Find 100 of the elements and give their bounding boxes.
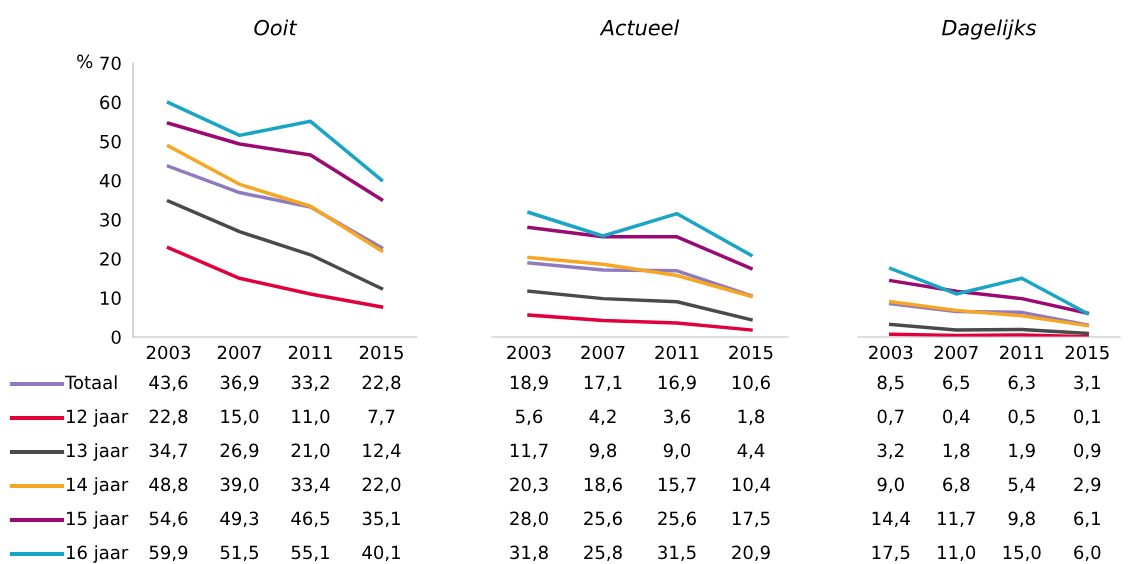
data-label: 3,6	[664, 409, 691, 426]
data-label: 31,8	[510, 545, 548, 562]
data-label: 11,7	[938, 511, 975, 528]
legend-label: 12 jaar	[66, 409, 129, 427]
x-tick-label: 2007	[581, 345, 625, 360]
data-label: 51,5	[220, 545, 259, 562]
line-series	[166, 121, 384, 202]
data-label: 15,7	[658, 477, 696, 494]
data-label: 40,1	[362, 545, 400, 562]
line-series	[166, 100, 384, 182]
data-label: 33,2	[291, 375, 329, 392]
data-label: 4,4	[737, 443, 765, 460]
y-tick-label: 30	[100, 213, 121, 227]
line-series	[166, 246, 384, 309]
data-label: 11,7	[510, 443, 548, 460]
data-label: 0,9	[1074, 443, 1101, 460]
data-label: 1,8	[943, 443, 970, 460]
legend-label: Totaal	[64, 375, 117, 390]
data-label: 15,0	[1003, 545, 1041, 562]
data-label: 7,7	[368, 409, 395, 426]
y-tick-label: 60	[100, 95, 121, 110]
chart-title: Ooit	[254, 19, 298, 36]
chart-title: Dagelijks	[941, 19, 1037, 40]
y-tick-label: 70	[100, 56, 121, 71]
legend-label: 14 jaar	[66, 477, 129, 495]
data-label: 43,6	[149, 375, 188, 392]
x-tick-label: 2007	[934, 345, 978, 360]
data-label: 9,8	[589, 443, 617, 460]
data-label: 21,0	[291, 443, 330, 460]
data-label: 16,9	[658, 375, 696, 392]
x-tick-label: 2003	[507, 345, 551, 360]
data-label: 10,6	[732, 375, 770, 392]
x-tick-label: 2003	[869, 345, 913, 360]
data-label: 9,0	[877, 477, 904, 494]
data-label: 6,3	[1008, 375, 1035, 392]
data-label: 35,1	[362, 511, 400, 528]
data-label: 25,8	[584, 545, 622, 562]
data-label: 25,6	[584, 511, 622, 528]
data-label: 11,0	[292, 409, 330, 426]
data-label: 33,4	[291, 477, 330, 494]
data-label: 15,0	[221, 409, 259, 426]
data-label: 31,5	[658, 545, 696, 562]
y-tick-label: 50	[100, 134, 121, 149]
data-label: 36,9	[220, 375, 259, 392]
legend-label: 13 jaar	[66, 443, 129, 461]
data-label: 54,6	[149, 511, 188, 528]
data-label: 59,9	[149, 545, 188, 562]
data-label: 9,8	[1008, 511, 1035, 528]
data-label: 1,9	[1009, 443, 1035, 460]
chart-title: Actueel	[599, 19, 680, 36]
data-label: 25,6	[658, 511, 696, 528]
x-tick-label: 2015	[359, 345, 403, 360]
data-label: 26,9	[220, 443, 259, 460]
y-tick-label: 40	[99, 173, 121, 188]
data-label: 11,0	[938, 545, 976, 562]
data-label: 3,1	[1074, 375, 1100, 392]
data-label: 9,0	[663, 443, 691, 460]
data-label: 5,4	[1008, 477, 1036, 494]
x-tick-label: 2011	[1000, 345, 1044, 360]
data-label: 28,0	[510, 511, 548, 528]
x-tick-label: 2007	[217, 345, 261, 360]
data-label: 12,4	[363, 443, 401, 460]
data-label: 17,1	[584, 375, 622, 392]
data-label: 46,5	[291, 511, 330, 528]
data-label: 14,4	[872, 511, 910, 528]
data-label: 22,8	[149, 409, 188, 426]
data-label: 17,5	[872, 545, 910, 562]
data-label: 3,2	[877, 443, 904, 460]
data-label: 49,3	[220, 511, 259, 528]
data-label: 8,5	[877, 375, 904, 392]
data-label: 39,0	[220, 477, 259, 494]
x-tick-label: 2011	[655, 345, 699, 360]
data-label: 4,2	[589, 409, 616, 426]
data-label: 6,1	[1074, 511, 1100, 528]
data-label: 5,6	[516, 409, 543, 426]
data-label: 17,5	[732, 511, 770, 528]
x-tick-label: 2011	[288, 345, 332, 360]
y-tick-label: 10	[100, 291, 121, 305]
data-label: 55,1	[291, 545, 329, 562]
data-label: 2,9	[1074, 477, 1101, 494]
data-label: 0,5	[1008, 409, 1035, 426]
y-axis-title: %	[77, 54, 93, 69]
data-label: 22,0	[362, 477, 401, 494]
y-tick-label: 0	[111, 330, 121, 345]
legend-label: 15 jaar	[66, 511, 129, 529]
data-label: 0,1	[1074, 409, 1100, 426]
legend-label: 16 jaar	[66, 545, 129, 563]
data-label: 18,9	[510, 375, 548, 392]
data-label: 18,6	[584, 477, 622, 494]
data-label: 0,7	[877, 409, 904, 426]
data-label: 10,4	[732, 477, 771, 494]
data-label: 20,9	[732, 545, 770, 562]
line-series	[166, 199, 384, 291]
data-label: 34,7	[149, 443, 188, 460]
data-label: 0,4	[943, 409, 970, 426]
data-label: 6,0	[1074, 545, 1101, 562]
line-series	[166, 144, 384, 253]
x-tick-label: 2015	[1065, 345, 1109, 360]
data-label: 20,3	[510, 477, 548, 494]
data-label: 22,8	[362, 375, 401, 392]
